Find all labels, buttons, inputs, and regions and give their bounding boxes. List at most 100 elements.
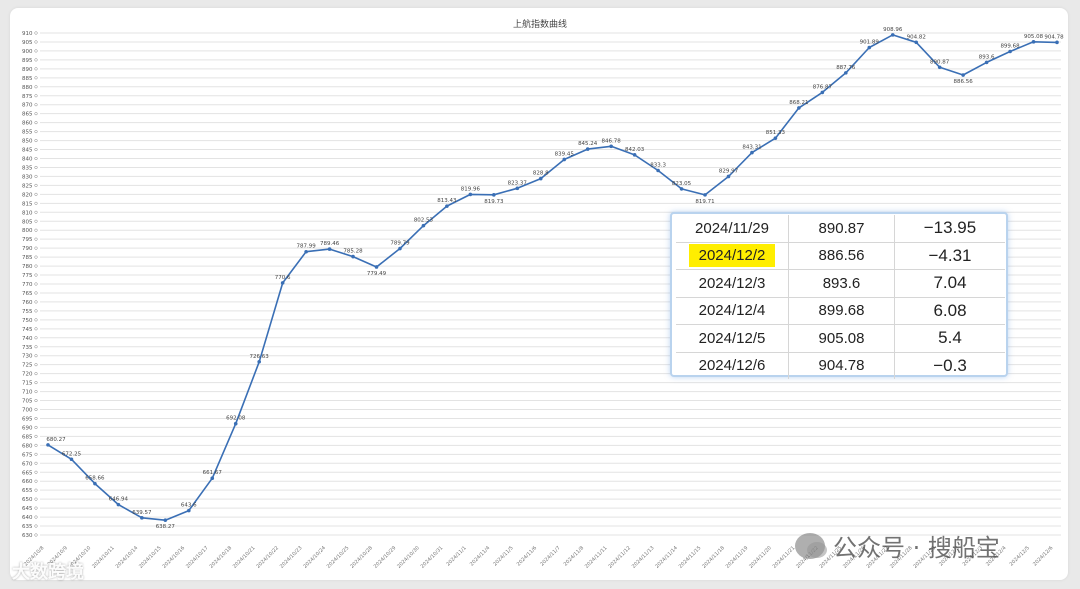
- y-tick-marker: [34, 67, 38, 71]
- y-tick-marker: [34, 192, 38, 196]
- y-tick-label: 675: [22, 452, 33, 458]
- y-tick-label: 820: [22, 192, 33, 198]
- y-tick-marker: [34, 461, 38, 465]
- data-point: [797, 106, 801, 110]
- x-tick-label: 2024/11/14: [654, 545, 679, 570]
- data-point: [773, 136, 778, 140]
- data-label: 876.87: [813, 84, 833, 90]
- data-point: [609, 144, 613, 149]
- table-row: 2024/12/2 886.56 −4.31: [676, 242, 1005, 270]
- x-tick-label: 2024/11/7: [539, 545, 561, 567]
- x-tick-label: 2024/11/15: [678, 545, 703, 570]
- data-point: [867, 45, 872, 50]
- y-tick-label: 905: [22, 40, 33, 46]
- data-point: [890, 33, 895, 37]
- data-point: [304, 249, 308, 254]
- y-tick-marker: [34, 372, 38, 376]
- table-row: 2024/12/5 905.08 5.4: [676, 324, 1005, 353]
- y-tick-marker: [34, 31, 38, 35]
- y-tick-marker: [34, 282, 38, 286]
- table-value: 905.08: [788, 324, 895, 353]
- y-tick-label: 680: [22, 443, 33, 449]
- data-point: [445, 204, 449, 208]
- data-point: [656, 168, 660, 173]
- x-tick-label: 2024/11/21: [772, 545, 797, 570]
- x-tick-label: 2024/11/8: [563, 545, 585, 567]
- data-point: [937, 65, 942, 70]
- data-label: 638.27: [156, 524, 176, 530]
- y-tick-label: 785: [22, 255, 33, 261]
- y-tick-marker: [34, 291, 38, 295]
- y-tick-label: 640: [22, 515, 33, 521]
- data-point: [538, 176, 543, 181]
- y-tick-label: 850: [22, 139, 33, 145]
- table-change: −13.95: [894, 215, 1005, 243]
- table-value: 886.56: [788, 242, 895, 270]
- data-label: 901.89: [860, 40, 880, 46]
- y-tick-marker: [34, 264, 38, 268]
- data-label: 887.76: [836, 65, 856, 71]
- y-tick-label: 875: [22, 94, 33, 100]
- x-tick-label: 2024/10/18: [209, 545, 234, 570]
- y-tick-marker: [34, 201, 38, 205]
- y-tick-label: 645: [22, 506, 33, 512]
- y-tick-label: 710: [22, 390, 33, 396]
- data-point: [69, 457, 74, 462]
- data-point: [562, 157, 567, 162]
- table-change: 7.04: [894, 269, 1005, 298]
- y-tick-label: 750: [22, 318, 33, 324]
- y-tick-marker: [34, 398, 38, 403]
- y-tick-label: 695: [22, 416, 33, 422]
- y-tick-marker: [34, 147, 38, 152]
- x-tick-label: 2024/10/17: [185, 545, 210, 570]
- y-tick-marker: [34, 434, 38, 438]
- y-tick-marker: [34, 219, 38, 223]
- data-point: [726, 174, 731, 179]
- table-value: 893.6: [788, 269, 895, 298]
- x-tick-label: 2024/11/18: [701, 545, 726, 570]
- data-label: 770.6: [275, 275, 291, 281]
- y-tick-label: 635: [22, 524, 33, 530]
- y-tick-marker: [34, 183, 38, 187]
- y-tick-label: 700: [22, 408, 33, 414]
- x-tick-label: 2024/11/12: [607, 545, 632, 570]
- wechat-icon: [795, 532, 827, 559]
- data-point: [961, 73, 965, 77]
- y-tick-label: 810: [22, 210, 33, 216]
- data-point: [914, 40, 919, 45]
- data-point: [186, 508, 191, 513]
- y-tick-marker: [34, 524, 38, 528]
- x-tick-label: 2024/10/24: [302, 545, 327, 570]
- table-change: −0.3: [933, 355, 967, 375]
- data-point: [93, 481, 97, 486]
- data-label: 868.21: [789, 100, 808, 106]
- y-tick-marker: [34, 156, 38, 161]
- x-tick-label: 2024/12/6: [1032, 545, 1054, 567]
- y-tick-label: 665: [22, 470, 33, 476]
- y-tick-label: 870: [22, 103, 33, 109]
- y-tick-label: 735: [22, 345, 33, 351]
- table-date: 2024/12/6: [676, 352, 789, 379]
- data-label: 846.78: [602, 138, 622, 144]
- y-tick-marker: [34, 327, 38, 331]
- x-tick-label: 2024/11/1: [445, 545, 467, 567]
- y-tick-marker: [34, 273, 38, 277]
- y-tick-label: 660: [22, 479, 33, 485]
- x-tick-label: 2024/11/20: [748, 545, 773, 570]
- data-label: 843.31: [742, 145, 761, 151]
- table-change: 6.08: [894, 297, 1005, 325]
- y-tick-label: 705: [22, 399, 33, 405]
- table-change: 5.4: [894, 324, 1005, 353]
- data-point: [163, 518, 168, 522]
- y-tick-marker: [34, 318, 38, 322]
- y-tick-label: 840: [22, 157, 33, 163]
- y-tick-label: 815: [22, 201, 33, 207]
- y-tick-label: 780: [22, 264, 33, 270]
- data-point: [46, 443, 50, 447]
- y-tick-marker: [34, 40, 38, 44]
- y-tick-label: 900: [22, 49, 33, 55]
- y-tick-marker: [34, 452, 38, 456]
- y-tick-marker: [34, 49, 38, 53]
- data-point: [703, 193, 707, 197]
- y-tick-marker: [34, 121, 38, 125]
